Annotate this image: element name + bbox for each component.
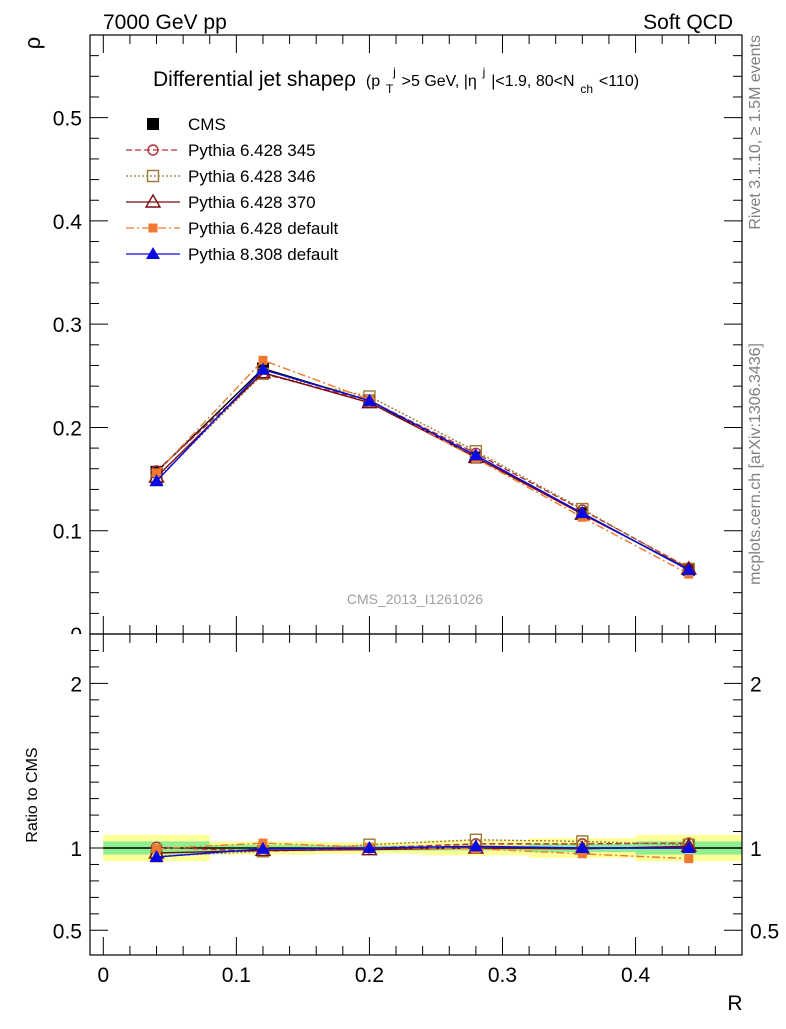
series-line [156, 372, 690, 570]
main-plot-title: Differential jet shapeρ (p T j >5 GeV, |… [153, 58, 639, 98]
legend-label: Pythia 8.308 default [188, 245, 339, 264]
data-point [468, 448, 483, 461]
legend-label: Pythia 6.428 default [188, 219, 339, 238]
ratio-series-line [156, 845, 689, 858]
ratio-data-point [149, 850, 164, 863]
legend-marker [147, 144, 159, 156]
rivet-version-text: Rivet 3.1.10, ≥ 1.5M events [747, 35, 764, 230]
data-point [255, 362, 270, 375]
legend-marker [147, 118, 159, 130]
ratio-x-tick-label: 0.4 [621, 964, 651, 987]
ratio-data-point [468, 839, 483, 852]
ratio-data-point [152, 844, 162, 854]
series-line [156, 359, 690, 575]
main-y-tick-label: 0.1 [53, 521, 82, 544]
legend-marker [146, 169, 160, 183]
main-y-tick-label: 0.3 [53, 314, 82, 337]
main-series-pythia-6-428-345 [150, 368, 695, 574]
main-y-tick-label: 0.2 [53, 417, 82, 440]
legend-label: Pythia 6.428 346 [188, 167, 316, 186]
legend-label: Pythia 6.428 370 [188, 193, 316, 212]
legend-entry: Pythia 6.428 default [126, 219, 339, 238]
title-cuts-sup2: j [482, 65, 486, 79]
title-cuts-mid2: |<1.9, 80<N [491, 73, 574, 90]
legend-label: Pythia 6.428 345 [188, 141, 316, 160]
ratio-data-point [255, 841, 270, 854]
ratio-y-tick-label: 0.5 [53, 920, 82, 943]
data-point [149, 474, 164, 487]
legend-marker [146, 247, 160, 259]
title-cuts-open: (p [366, 73, 380, 90]
main-series-pythia-6-428-default [152, 355, 694, 579]
title-cuts-sub2: ch [580, 82, 593, 96]
mcplots-text: mcplots.cern.ch [arXiv:1306.3436] [747, 343, 764, 585]
ratio-series-line [156, 839, 689, 857]
legend-entry: Pythia 6.428 370 [126, 193, 316, 212]
ratio-y-tick-label: 1 [70, 838, 82, 861]
series-line [156, 371, 690, 570]
data-point [681, 562, 696, 575]
ratio-data-point [684, 854, 694, 864]
data-point [362, 393, 377, 406]
ratio-y-tick-label-right: 1 [750, 838, 762, 861]
ratio-y-tick-label: 2 [70, 673, 82, 696]
main-y-tick-label-clip [68, 626, 86, 634]
legend-label: CMS [188, 115, 226, 134]
data-point [258, 355, 268, 365]
legend-entry: Pythia 6.428 346 [126, 167, 316, 186]
series-line [156, 372, 690, 569]
legend-entry: Pythia 8.308 default [126, 245, 339, 264]
main-y-tick-label: 0.5 [53, 108, 82, 131]
ratio-series-line [156, 842, 689, 852]
ratio-x-tick-label: 0 [97, 964, 109, 987]
main-series-pythia-8-308-default [149, 362, 696, 575]
title-cuts-close: <110) [599, 73, 639, 90]
ratio-y-tick-label-right: 0.5 [750, 920, 779, 943]
title-cuts-mid1: >5 GeV, |η [402, 73, 477, 90]
main-y-tick-label-mask [66, 634, 86, 646]
ratio-x-tick-label: 0.3 [488, 964, 517, 987]
header-right: Soft QCD [643, 11, 733, 34]
main-series-pythia-6-428-346 [150, 367, 695, 576]
ratio-y-axis-label: Ratio to CMS [24, 747, 41, 842]
ratio-series-line [156, 842, 689, 860]
legend-entry: CMS [147, 115, 226, 134]
legend-marker [148, 223, 158, 233]
ratio-data-point [681, 841, 696, 853]
watermark: CMS_2013_I1261026 [347, 591, 483, 607]
main-y-tick-label: 0.4 [53, 211, 83, 234]
series-line [156, 368, 690, 571]
ratio-plot-frame [89, 633, 743, 956]
legend: CMS Pythia 6.428 345 Pythia 6.428 346 Pythi… [126, 115, 339, 264]
ratio-series-pythia-8-308-default [149, 839, 696, 863]
legend-entry: Pythia 6.428 345 [126, 141, 316, 160]
ratio-data-point [362, 841, 377, 853]
ratio-y-tick-label-right: 2 [750, 673, 762, 696]
data-point [152, 468, 162, 478]
main-series-pythia-6-428-370 [148, 364, 697, 575]
ratio-x-tick-label: 0.1 [222, 964, 251, 987]
data-point [575, 506, 590, 519]
ratio-x-tick-label: 0.2 [355, 964, 384, 987]
ratio-x-axis-label: R [727, 992, 742, 1015]
title-cuts-sub1: T [386, 82, 394, 96]
ratio-data-point [575, 841, 590, 853]
title-main: Differential jet shapeρ [153, 68, 356, 91]
main-series-cms [150, 362, 695, 576]
legend-marker [144, 193, 162, 208]
main-y-axis-label: ρ [20, 37, 45, 50]
ratio-data-point [577, 849, 587, 859]
title-cuts-sup1: j [392, 65, 396, 79]
header-left: 7000 GeV pp [103, 11, 227, 34]
